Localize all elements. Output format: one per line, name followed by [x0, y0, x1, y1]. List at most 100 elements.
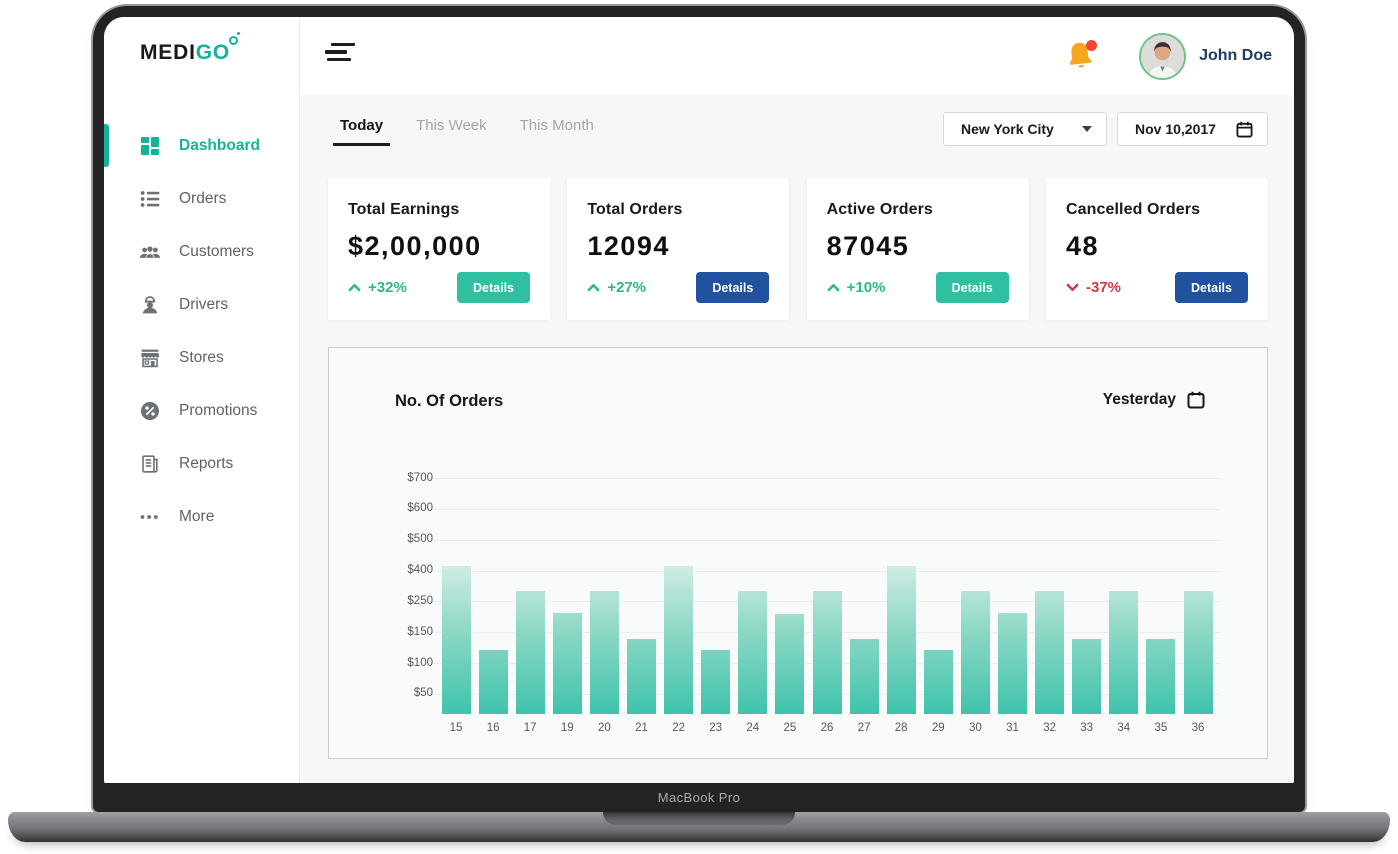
chevron-up-icon: [348, 283, 361, 292]
details-button[interactable]: Details: [457, 272, 530, 303]
stat-change-value: +10%: [846, 279, 886, 296]
sidebar-item-label: More: [179, 507, 215, 525]
period-tabs: Today This Week This Month: [332, 109, 594, 149]
tab-this-month[interactable]: This Month: [519, 117, 594, 134]
location-select[interactable]: New York City: [943, 112, 1107, 146]
x-axis-tick-label: 19: [560, 722, 574, 734]
stat-card-total-orders: Total Orders 12094 +27% Details: [567, 178, 790, 320]
chart-bar: [589, 591, 619, 714]
reports-icon: [139, 453, 160, 474]
device-label: MacBook Pro: [657, 790, 741, 805]
chart-bar: [664, 566, 694, 714]
location-select-value: New York City: [961, 121, 1054, 137]
x-axis-tick-label: 28: [894, 722, 908, 734]
stat-card-title: Total Orders: [587, 201, 683, 218]
y-axis-tick-label: $700: [407, 471, 433, 484]
stat-card-title: Total Earnings: [348, 201, 460, 218]
chart-bar: [478, 650, 508, 714]
sidebar-item-promotions[interactable]: Promotions: [104, 384, 299, 437]
stat-card-title: Cancelled Orders: [1065, 201, 1201, 218]
orders-icon: [139, 188, 160, 209]
tab-today[interactable]: Today: [332, 117, 391, 146]
stat-card-title: Active Orders: [826, 201, 933, 218]
chart-bar: [960, 591, 990, 714]
x-axis-tick-label: 27: [857, 722, 871, 734]
chart-period-selector[interactable]: Yesterday: [1103, 391, 1205, 409]
chart-period-label: Yesterday: [1102, 391, 1176, 408]
main-content: Today This Week This Month New York City N…: [300, 95, 1294, 783]
filter-row: Today This Week This Month New York City N…: [328, 109, 1268, 149]
sidebar-item-dashboard[interactable]: Dashboard: [104, 119, 299, 172]
date-picker-value: Nov 10,2017: [1135, 121, 1216, 137]
stat-card-active-orders: Active Orders 87045 +10% Details: [806, 178, 1029, 320]
user-avatar[interactable]: [1139, 32, 1187, 80]
chart-bar: [701, 650, 731, 714]
date-picker[interactable]: Nov 10,2017: [1117, 112, 1268, 146]
sidebar-item-drivers[interactable]: Drivers: [104, 278, 299, 331]
notification-badge: [1086, 40, 1098, 51]
stat-card-value: $2,00,000: [348, 231, 482, 261]
x-axis-tick-label: 17: [523, 722, 537, 734]
stat-change: +32%: [348, 279, 407, 296]
sidebar-item-label: Customers: [179, 242, 254, 260]
orders-chart-panel: No. Of Orders Yesterday $700 $: [328, 347, 1268, 759]
drivers-icon: [139, 294, 160, 315]
sidebar-item-stores[interactable]: Stores: [104, 331, 299, 384]
menu-hamburger-icon[interactable]: [325, 42, 355, 62]
sidebar-item-label: Promotions: [179, 401, 258, 419]
stat-card-value: 87045: [826, 231, 910, 261]
chevron-down-icon: [1066, 283, 1079, 292]
sidebar-item-more[interactable]: More: [104, 490, 299, 543]
details-button[interactable]: Details: [1174, 272, 1248, 303]
stat-change: +27%: [587, 279, 646, 296]
gridline: [429, 508, 1221, 510]
x-axis-tick-label: 15: [449, 722, 463, 734]
stat-change-value: +32%: [368, 279, 407, 296]
chevron-down-icon: [1082, 126, 1092, 132]
user-name[interactable]: John Doe: [1199, 47, 1272, 64]
chart-bar: [812, 591, 842, 714]
y-axis-tick-label: $50: [413, 687, 433, 700]
stat-card-footer: -37% Details: [1066, 272, 1248, 303]
chart-bar: [775, 614, 805, 714]
x-axis-tick-label: 16: [486, 722, 500, 734]
x-axis-tick-label: 20: [597, 722, 611, 734]
stat-card-footer: +27% Details: [587, 272, 770, 303]
details-button[interactable]: Details: [935, 272, 1009, 303]
sidebar-item-customers[interactable]: Customers: [104, 225, 299, 278]
stat-card-footer: +32% Details: [348, 272, 530, 303]
y-axis-tick-label: $600: [407, 502, 433, 515]
promotions-icon: [139, 400, 160, 421]
calendar-icon: [1187, 391, 1205, 409]
laptop-base: [8, 812, 1390, 842]
sidebar-item-orders[interactable]: Orders: [104, 172, 299, 225]
app-window: MEDIGO Dashboard Orders Customers Drivers St…: [104, 17, 1294, 783]
topbar-right: John Doe: [1066, 32, 1272, 80]
sidebar: MEDIGO Dashboard Orders Customers Drivers St…: [104, 17, 300, 783]
x-axis-tick-label: 29: [931, 722, 945, 734]
brand-logo: MEDIGO: [140, 41, 299, 65]
sidebar-menu: Dashboard Orders Customers Drivers Stores Pro…: [104, 119, 299, 543]
x-axis-tick-label: 21: [635, 722, 648, 734]
sidebar-item-label: Reports: [179, 454, 234, 472]
sidebar-item-label: Drivers: [179, 295, 229, 313]
stat-change: -37%: [1066, 279, 1121, 296]
calendar-icon: [1236, 121, 1253, 138]
stat-change: +10%: [827, 279, 886, 296]
chart-bar: [998, 613, 1027, 714]
stat-card-value: 12094: [587, 231, 670, 261]
x-axis-tick-label: 35: [1154, 722, 1168, 734]
chart-bar: [1072, 639, 1102, 714]
x-axis-tick-label: 32: [1043, 722, 1056, 734]
details-button[interactable]: Details: [696, 272, 770, 303]
sidebar-item-reports[interactable]: Reports: [104, 437, 299, 490]
chart-bar: [923, 650, 953, 714]
x-axis-tick-label: 25: [783, 722, 797, 734]
chart-bar: [627, 639, 656, 714]
stat-card-footer: +10% Details: [827, 272, 1009, 303]
notification-bell-icon[interactable]: [1066, 40, 1098, 71]
stats-cards-row: Total Earnings $2,00,000 +32% Details Total …: [328, 178, 1268, 320]
tab-this-week[interactable]: This Week: [416, 117, 487, 134]
laptop-screen-frame: MEDIGO Dashboard Orders Customers Drivers St…: [93, 6, 1305, 812]
